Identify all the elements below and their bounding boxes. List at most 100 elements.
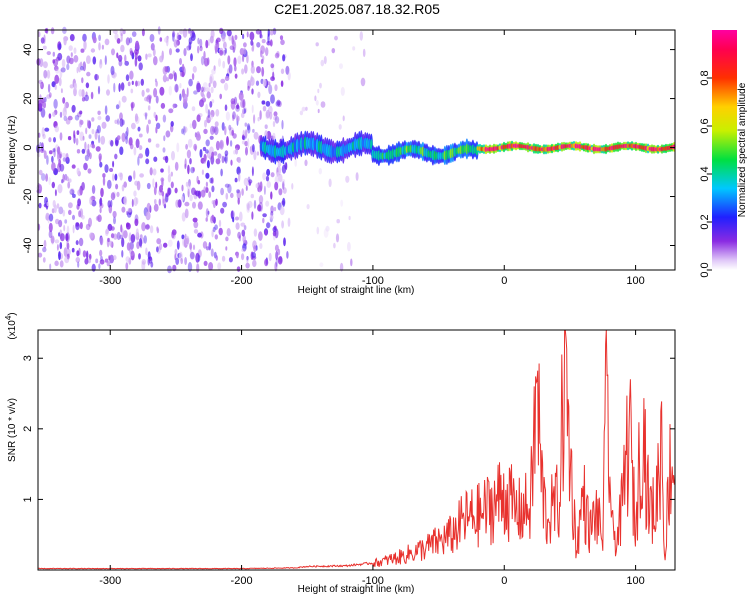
spectrogram-noise-cell: [138, 133, 143, 138]
spectrogram-noise-cell: [130, 250, 135, 261]
spectrogram-noise-cell: [77, 261, 80, 268]
spectrogram-noise-cell: [87, 148, 90, 157]
spectrogram-noise-cell: [253, 131, 259, 140]
spectrogram-noise-cell: [221, 155, 225, 164]
spectrogram-noise-cell: [68, 45, 73, 51]
spectrogram-noise-cell: [196, 82, 202, 93]
spectrogram-noise-cell: [138, 238, 143, 247]
spectrogram-noise-cell: [212, 199, 216, 209]
spectrogram-noise-cell: [86, 250, 89, 260]
spectrogram-noise-cell: [237, 231, 242, 239]
spectrogram-noise-cell: [95, 129, 99, 134]
spectrogram-noise-cell: [135, 80, 138, 87]
spectrogram-noise-cell: [228, 64, 233, 74]
spectrogram-noise-cell: [46, 51, 51, 56]
spectrogram-noise-cell: [127, 207, 132, 213]
spectrogram-noise-cell: [262, 172, 267, 181]
spectrogram-noise-cell: [242, 243, 247, 252]
spectrogram-noise-cell: [57, 184, 63, 194]
spectrogram-noise-cell: [230, 159, 233, 166]
spectrogram-noise-cell: [159, 185, 163, 193]
spectrogram-noise-cell: [224, 156, 227, 162]
spectrogram-noise-cell: [73, 82, 78, 90]
spectrogram-noise-cell: [246, 31, 249, 38]
spectrogram-noise-cell: [89, 196, 93, 205]
spectrogram-noise-cell: [43, 239, 47, 249]
spectrogram-y-tick-label: -40: [22, 238, 34, 254]
snr-y-ticks: 1 2 3: [22, 355, 675, 502]
spectrogram-noise-cell: [205, 246, 210, 251]
spectrogram-noise-cell: [287, 217, 291, 227]
spectrogram-noise-cell: [251, 166, 254, 177]
spectrogram-noise-cell: [250, 65, 255, 74]
spectrogram-noise-cell: [141, 28, 145, 37]
spectrogram-noise-cell: [123, 181, 127, 188]
spectrogram-noise-cell: [131, 31, 137, 37]
spectrogram-noise-cell: [252, 144, 255, 153]
spectrogram-noise-cell: [280, 39, 285, 46]
spectrogram-noise-cell: [236, 266, 241, 272]
spectrogram-noise-cell: [186, 149, 191, 159]
spectrogram-noise-cell: [199, 45, 203, 52]
spectrogram-noise-cell: [200, 189, 206, 198]
spectrogram-noise-cell: [206, 91, 211, 99]
spectrogram-noise-cell: [84, 258, 89, 265]
spectrogram-noise-cell: [130, 234, 136, 243]
spectrogram-noise-cell: [63, 115, 68, 122]
spectrogram-noise-cell: [256, 151, 260, 156]
spectrogram-noise-cell: [84, 141, 87, 151]
spectrogram-noise-cell: [116, 38, 121, 44]
spectrogram-noise-cell: [99, 259, 105, 265]
spectrogram-noise-cell: [238, 92, 244, 101]
spectrogram-noise-cell: [112, 210, 117, 218]
spectrogram-noise-cell: [286, 251, 289, 259]
spectrogram-noise-cell: [165, 193, 169, 203]
spectrogram-noise-cell: [224, 82, 229, 91]
spectrogram-noise-cell: [100, 135, 106, 145]
spectrogram-noise-cell: [190, 251, 195, 259]
spectrogram-noise-cell: [65, 152, 69, 162]
spectrogram-noise-cell: [38, 132, 41, 138]
spectrogram-noise-cell: [222, 60, 226, 69]
spectrogram-noise-cell: [153, 156, 158, 162]
spectrogram-noise-cell: [136, 180, 141, 191]
spectrogram-noise-cell: [188, 179, 191, 187]
spectrogram-noise-cell: [227, 55, 231, 65]
spectrogram-noise-cell: [121, 119, 125, 126]
spectrogram-noise-cell: [94, 73, 98, 81]
spectrogram-noise-cell: [210, 86, 214, 94]
spectrogram-noise-cell: [184, 208, 189, 219]
spectrogram-noise-cell: [84, 154, 89, 161]
spectrogram-noise-cell: [211, 229, 214, 238]
spectrogram-noise-cell: [127, 81, 131, 87]
spectrogram-noise-cell: [197, 37, 200, 45]
spectrogram-noise-cell: [317, 88, 320, 94]
spectrogram-noise-cell: [147, 251, 151, 260]
spectrogram-noise-cell: [348, 215, 351, 221]
spectrogram-noise-cell: [237, 156, 241, 164]
spectrogram-noise-cell: [225, 192, 229, 200]
spectrogram-noise-cell: [137, 126, 141, 132]
spectrogram-noise-cell: [126, 242, 131, 251]
spectrogram-noise-cell: [202, 146, 207, 152]
spectrogram-noise-cell: [57, 146, 61, 155]
spectrogram-noise-cell: [323, 56, 327, 65]
spectrogram-noise-cell: [60, 233, 65, 242]
colorbar: 0.0 0.2 0.4 0.6 0.8 Normalized spectral ampl…: [699, 30, 748, 278]
spectrogram-noise-cell: [159, 37, 163, 42]
spectrogram-noise-cell: [193, 229, 199, 234]
spectrogram-noise-cell: [54, 74, 60, 85]
spectrogram-noise-cell: [112, 73, 116, 79]
spectrogram-noise-cell: [48, 230, 53, 239]
spectrogram-noise-cell: [76, 250, 80, 257]
spectrogram-noise-cell: [253, 245, 257, 253]
spectrogram-noise-cell: [205, 181, 208, 187]
spectrogram-noise-cell: [314, 95, 317, 102]
spectrogram-noise-cell: [156, 226, 159, 232]
spectrogram-noise-cell: [268, 252, 272, 262]
spectrogram-noise-cell: [236, 114, 239, 122]
spectrogram-noise-cell: [153, 87, 158, 98]
spectrogram-noise-cell: [107, 237, 111, 243]
spectrogram-noise-cell: [177, 199, 182, 208]
